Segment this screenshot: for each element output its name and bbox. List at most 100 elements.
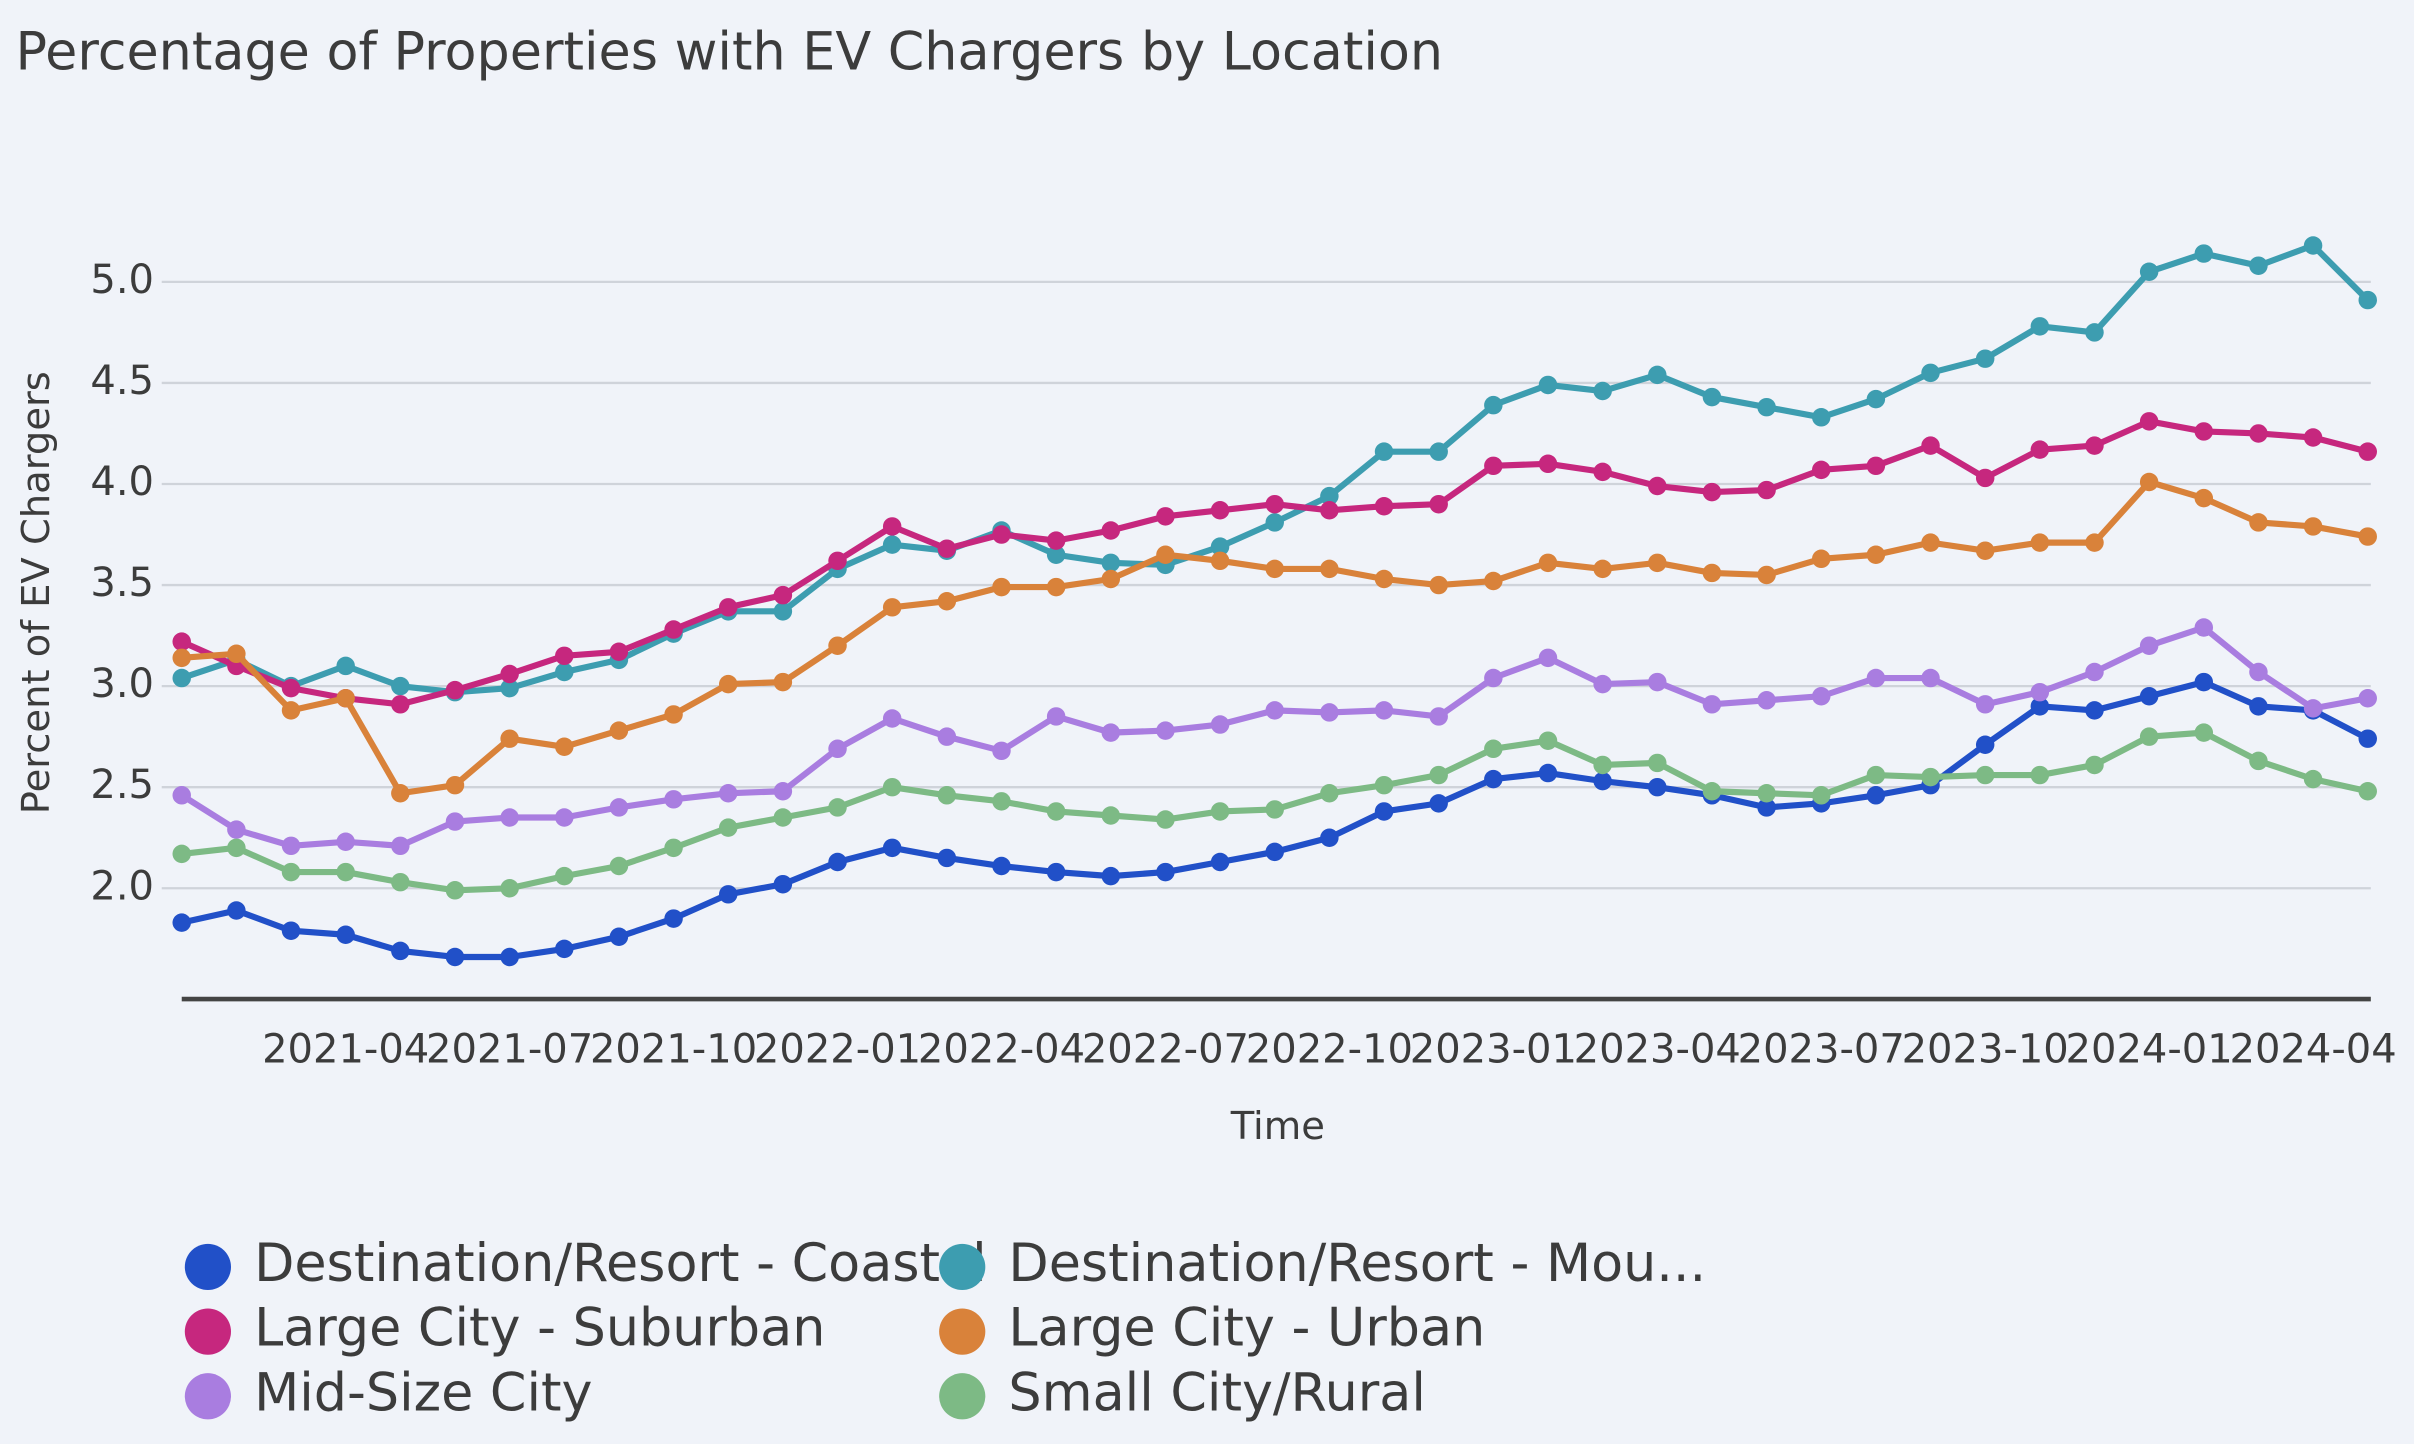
x-tick-label: 2022-07 bbox=[1082, 1026, 1249, 1072]
data-point bbox=[2249, 424, 2268, 443]
data-point bbox=[1921, 436, 1940, 455]
y-tick-label: 3.0 bbox=[90, 661, 154, 707]
data-point bbox=[1046, 802, 1066, 821]
data-point bbox=[172, 844, 191, 864]
data-point bbox=[2139, 472, 2159, 492]
data-point bbox=[1757, 798, 1776, 817]
y-tick-label: 3.5 bbox=[90, 560, 154, 606]
data-point bbox=[227, 644, 246, 664]
data-point bbox=[1265, 494, 1284, 514]
data-point bbox=[1156, 810, 1175, 829]
data-point bbox=[555, 737, 574, 757]
data-point bbox=[1593, 381, 1612, 401]
data-point bbox=[1484, 571, 1503, 591]
data-point bbox=[1648, 476, 1667, 496]
legend-marker bbox=[184, 1373, 231, 1420]
data-point bbox=[2303, 769, 2323, 789]
data-point bbox=[1538, 454, 1558, 474]
plot-area bbox=[172, 236, 2377, 967]
data-point bbox=[227, 838, 246, 858]
data-point bbox=[1866, 545, 1886, 564]
data-point bbox=[1046, 707, 1066, 726]
series-line bbox=[180, 242, 2370, 696]
data-point bbox=[1812, 786, 1831, 805]
data-point bbox=[391, 836, 410, 856]
data-point bbox=[1538, 763, 1558, 783]
data-point bbox=[1593, 755, 1612, 775]
data-point bbox=[2139, 687, 2159, 706]
data-point bbox=[1156, 862, 1175, 882]
y-tick-label: 5.0 bbox=[90, 257, 154, 303]
data-point bbox=[882, 535, 902, 554]
data-point bbox=[172, 786, 191, 805]
data-point bbox=[336, 925, 355, 944]
data-point bbox=[828, 636, 847, 655]
data-point bbox=[445, 812, 465, 831]
data-point bbox=[2358, 442, 2377, 461]
data-point bbox=[1975, 695, 1995, 714]
data-point bbox=[664, 620, 683, 639]
y-tick-label: 2.5 bbox=[90, 762, 154, 808]
data-point bbox=[1210, 802, 1230, 821]
data-point bbox=[445, 947, 465, 967]
data-point bbox=[1593, 462, 1612, 482]
data-point bbox=[1320, 703, 1339, 722]
data-point bbox=[1812, 687, 1831, 706]
y-tick-label: 4.5 bbox=[90, 358, 154, 404]
data-point bbox=[773, 782, 793, 801]
data-point bbox=[1538, 648, 1558, 668]
chart-title: Percentage of Properties with EV Charger… bbox=[15, 21, 1443, 82]
data-point bbox=[1484, 769, 1503, 789]
data-point bbox=[1210, 501, 1230, 520]
data-point bbox=[391, 941, 410, 961]
data-point bbox=[773, 672, 793, 692]
data-point bbox=[2358, 527, 2377, 546]
data-point bbox=[391, 784, 410, 803]
legend: Destination/Resort - Coastal Destination/… bbox=[184, 1233, 1706, 1423]
data-point bbox=[1265, 513, 1284, 532]
data-point bbox=[2030, 682, 2050, 702]
data-point bbox=[2249, 697, 2268, 716]
data-point bbox=[391, 872, 410, 892]
data-point bbox=[882, 598, 902, 617]
data-point bbox=[2030, 765, 2050, 785]
data-point bbox=[227, 901, 246, 920]
legend-marker bbox=[939, 1373, 986, 1420]
data-point bbox=[555, 646, 574, 666]
data-point bbox=[2085, 662, 2104, 682]
data-point bbox=[1757, 480, 1776, 500]
data-point bbox=[609, 721, 629, 740]
data-point bbox=[2249, 256, 2268, 275]
data-point bbox=[1921, 363, 1940, 383]
data-point bbox=[1320, 828, 1339, 847]
x-tick-label: 2021-04 bbox=[262, 1026, 429, 1072]
data-point bbox=[1210, 537, 1230, 556]
x-tick-label: 2024-04 bbox=[2229, 1026, 2396, 1072]
data-point bbox=[609, 927, 629, 947]
data-point bbox=[2139, 727, 2159, 746]
data-point bbox=[992, 741, 1011, 761]
data-point bbox=[1648, 553, 1667, 573]
legend-marker bbox=[184, 1243, 231, 1291]
data-point bbox=[1156, 545, 1175, 564]
data-point bbox=[445, 775, 465, 795]
data-point bbox=[2249, 662, 2268, 682]
data-point bbox=[937, 591, 957, 611]
data-point bbox=[2085, 701, 2104, 720]
data-point bbox=[1156, 507, 1175, 526]
data-point bbox=[555, 866, 574, 886]
legend-label: Small City/Rural bbox=[1008, 1362, 1425, 1423]
data-point bbox=[281, 678, 301, 698]
data-point bbox=[609, 642, 629, 662]
data-point bbox=[391, 695, 410, 714]
data-point bbox=[1046, 531, 1066, 550]
data-point bbox=[937, 848, 957, 868]
x-tick-label: 2022-10 bbox=[1246, 1026, 1413, 1072]
data-point bbox=[2085, 436, 2104, 455]
x-tick-label: 2022-01 bbox=[754, 1026, 921, 1072]
data-point bbox=[828, 551, 847, 571]
data-point bbox=[500, 678, 519, 698]
data-point bbox=[882, 517, 902, 536]
data-point bbox=[172, 913, 191, 932]
